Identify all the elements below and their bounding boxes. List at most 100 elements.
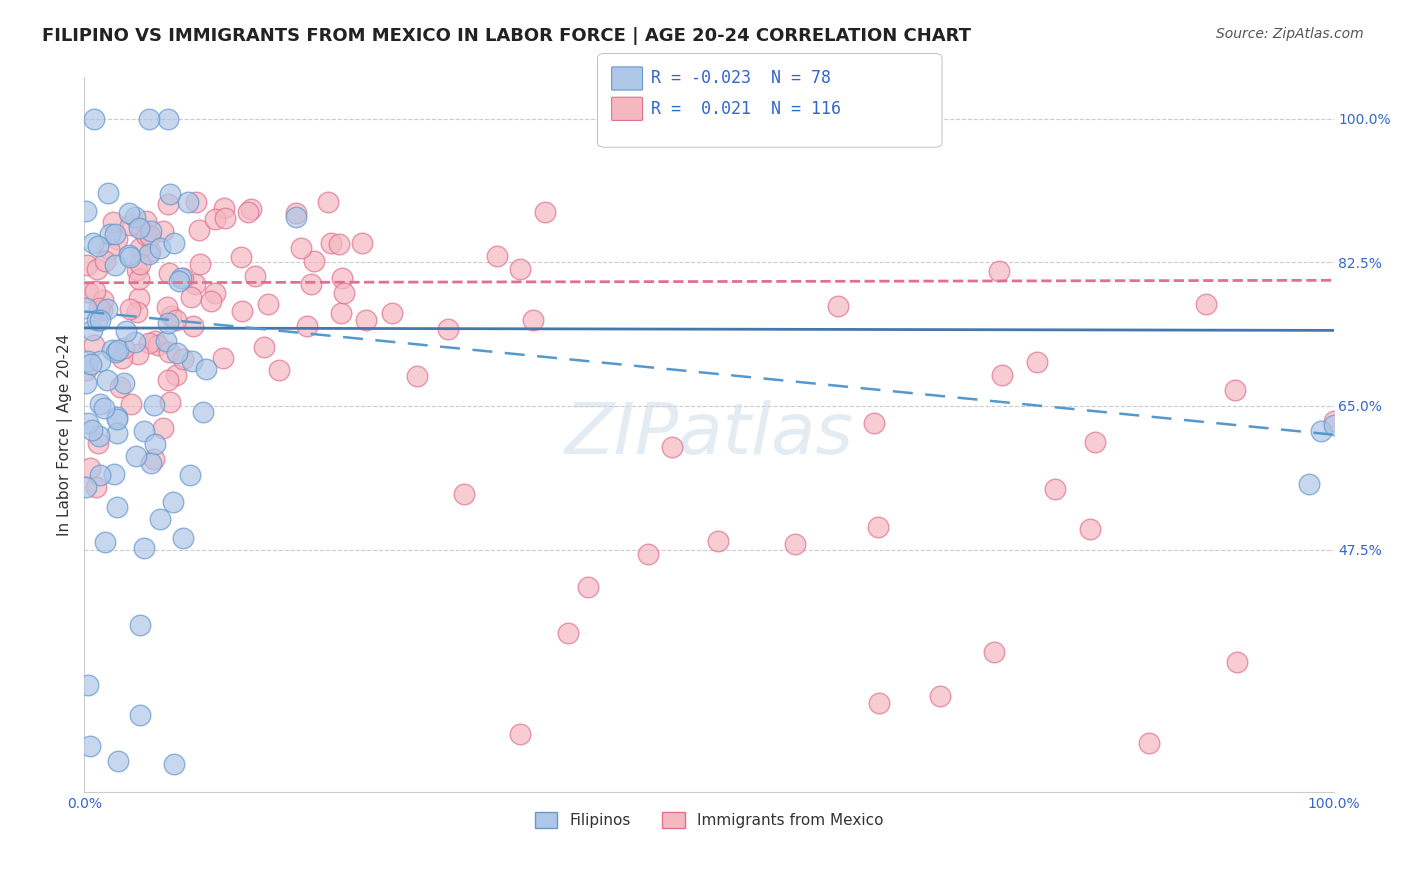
- Point: [356, 312, 378, 326]
- Point: [143, 437, 166, 451]
- Point: [124, 334, 146, 349]
- Legend: Filipinos, Immigrants from Mexico: Filipinos, Immigrants from Mexico: [529, 806, 890, 834]
- Point: [191, 404, 214, 418]
- Point: [75, 203, 97, 218]
- Point: [991, 368, 1014, 382]
- Point: [149, 241, 172, 255]
- Point: [111, 351, 134, 365]
- Point: [167, 274, 190, 288]
- Point: [76, 678, 98, 692]
- Point: [129, 707, 152, 722]
- Point: [1078, 522, 1101, 536]
- Point: [125, 305, 148, 319]
- Point: [155, 334, 177, 348]
- Point: [187, 223, 209, 237]
- Point: [79, 739, 101, 753]
- Point: [1310, 424, 1333, 438]
- Point: [983, 645, 1005, 659]
- Point: [405, 369, 427, 384]
- Point: [138, 112, 160, 126]
- Point: [157, 345, 180, 359]
- Text: R =  0.021  N = 116: R = 0.021 N = 116: [651, 100, 841, 118]
- Point: [129, 617, 152, 632]
- Point: [159, 395, 181, 409]
- Point: [107, 232, 129, 246]
- Text: ZIPatlas: ZIPatlas: [564, 401, 853, 469]
- Point: [93, 401, 115, 415]
- Point: [118, 218, 141, 232]
- Point: [156, 373, 179, 387]
- Point: [1045, 482, 1067, 496]
- Point: [76, 416, 98, 430]
- Point: [1025, 355, 1047, 369]
- Point: [163, 235, 186, 250]
- Point: [118, 250, 141, 264]
- Point: [304, 254, 326, 268]
- Point: [152, 421, 174, 435]
- Point: [1298, 477, 1320, 491]
- Point: [132, 425, 155, 439]
- Point: [508, 262, 530, 277]
- Point: [863, 416, 886, 430]
- Point: [83, 284, 105, 298]
- Point: [91, 302, 114, 317]
- Point: [132, 541, 155, 555]
- Point: [212, 201, 235, 215]
- Point: [75, 479, 97, 493]
- Point: [75, 301, 97, 315]
- Point: [115, 324, 138, 338]
- Point: [105, 409, 128, 424]
- Point: [108, 380, 131, 394]
- Point: [107, 426, 129, 441]
- Point: [253, 340, 276, 354]
- Point: [163, 757, 186, 772]
- Point: [290, 241, 312, 255]
- Point: [180, 353, 202, 368]
- Text: FILIPINO VS IMMIGRANTS FROM MEXICO IN LABOR FORCE | AGE 20-24 CORRELATION CHART: FILIPINO VS IMMIGRANTS FROM MEXICO IN LA…: [42, 27, 972, 45]
- Point: [231, 303, 253, 318]
- Point: [128, 241, 150, 255]
- Point: [91, 293, 114, 307]
- Point: [190, 257, 212, 271]
- Point: [1195, 296, 1218, 310]
- Point: [135, 214, 157, 228]
- Point: [184, 194, 207, 209]
- Point: [118, 301, 141, 316]
- Point: [77, 354, 100, 368]
- Point: [486, 249, 509, 263]
- Point: [94, 535, 117, 549]
- Point: [156, 316, 179, 330]
- Point: [1223, 384, 1246, 398]
- Point: [988, 264, 1011, 278]
- Point: [86, 262, 108, 277]
- Point: [87, 436, 110, 450]
- Point: [172, 270, 194, 285]
- Point: [212, 351, 235, 365]
- Point: [827, 299, 849, 313]
- Point: [160, 310, 183, 324]
- Point: [152, 224, 174, 238]
- Point: [868, 697, 890, 711]
- Point: [131, 222, 153, 236]
- Point: [143, 334, 166, 349]
- Point: [107, 754, 129, 768]
- Point: [125, 263, 148, 277]
- Point: [352, 235, 374, 250]
- Point: [785, 537, 807, 551]
- Point: [204, 285, 226, 300]
- Point: [156, 197, 179, 211]
- Point: [172, 352, 194, 367]
- Point: [143, 452, 166, 467]
- Point: [177, 195, 200, 210]
- Point: [142, 398, 165, 412]
- Point: [96, 186, 118, 200]
- Point: [112, 376, 135, 390]
- Point: [128, 291, 150, 305]
- Text: R = -0.023  N = 78: R = -0.023 N = 78: [651, 70, 831, 87]
- Point: [87, 239, 110, 253]
- Point: [79, 461, 101, 475]
- Point: [83, 337, 105, 351]
- Point: [89, 397, 111, 411]
- Point: [100, 227, 122, 241]
- Point: [75, 376, 97, 390]
